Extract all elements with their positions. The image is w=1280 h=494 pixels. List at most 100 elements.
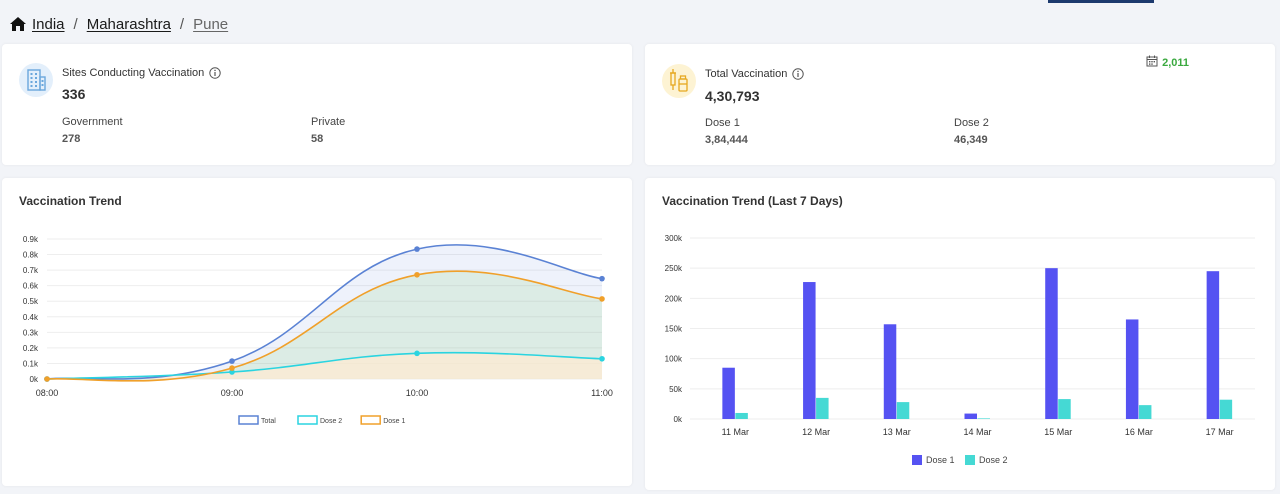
week-y-tick: 0k: [674, 415, 683, 424]
trend-legend-swatch[interactable]: [297, 415, 318, 425]
week-y-tick: 100k: [665, 355, 683, 364]
trend-line-dose-1: [46, 270, 603, 382]
today-count-value: 2,011: [1162, 56, 1189, 69]
week-bar-dose-1[interactable]: [1206, 271, 1220, 419]
breadcrumb-maharashtra[interactable]: Maharashtra: [86, 15, 171, 33]
vaccination-card: Total Vaccination 4,30,793 Dose 1 3,84,4…: [645, 44, 1275, 165]
week-y-tick: 150k: [665, 325, 683, 334]
sites-label: Sites Conducting Vaccination: [62, 67, 205, 79]
week-x-tick: 14 Mar: [963, 427, 991, 437]
dose1-value: 3,84,444: [705, 134, 748, 146]
trend-y-tick: 0.2k: [23, 344, 39, 353]
trend-point-total[interactable]: [599, 275, 605, 282]
dose2-label: Dose 2: [954, 117, 989, 129]
vaccination-trend-chart: 0k 0.1k 0.2k 0.3k 0.4k 0.5k 0.6k 0.7k 0.8k 0.9k 08…: [23, 235, 613, 425]
week-legend-label[interactable]: Dose 2: [979, 455, 1008, 465]
trend-area-dose-2: [47, 352, 602, 379]
total-vaccination-value: 4,30,793: [705, 88, 760, 104]
government-value: 278: [62, 133, 81, 145]
breadcrumb-separator: /: [179, 15, 185, 33]
week-y-tick: 300k: [665, 234, 683, 243]
trend-legend-label[interactable]: Dose 1: [383, 418, 405, 425]
week-x-tick: 13 Mar: [883, 427, 911, 437]
breadcrumb-pune[interactable]: Pune: [193, 15, 229, 33]
trend-point-dose-1[interactable]: [44, 376, 50, 382]
breadcrumb-separator: /: [73, 15, 78, 33]
trend-x-tick: 10:00: [406, 388, 429, 398]
vaccination-trend-card: Vaccination Trend 0k 0.1k 0.2k 0.3k 0.4k 0.5k…: [2, 178, 632, 486]
trend-point-dose-1[interactable]: [414, 271, 420, 278]
trend-line-dose-2: [46, 351, 603, 380]
sites-label-row: Sites Conducting Vaccination: [62, 67, 221, 79]
week-x-tick: 17 Mar: [1206, 427, 1234, 437]
info-icon[interactable]: [792, 68, 805, 80]
trend-point-dose-1[interactable]: [599, 296, 605, 302]
weekly-trend-title: Vaccination Trend (Last 7 Days): [662, 194, 843, 208]
week-bar-dose-1[interactable]: [1045, 268, 1058, 419]
breadcrumb-india[interactable]: India: [32, 15, 65, 33]
building-icon: [19, 63, 53, 97]
week-bar-dose-2[interactable]: [896, 402, 910, 419]
week-bar-dose-1[interactable]: [722, 367, 735, 419]
home-icon[interactable]: [9, 16, 27, 32]
private-value: 58: [311, 133, 324, 145]
trend-y-tick: 0.3k: [23, 328, 39, 337]
week-y-tick: 250k: [665, 264, 683, 273]
trend-legend-swatch[interactable]: [360, 415, 381, 425]
week-legend-swatch[interactable]: [912, 455, 922, 465]
weekly-trend-card: Vaccination Trend (Last 7 Days) 0k 50k 100…: [645, 178, 1275, 490]
trend-point-dose-2[interactable]: [599, 355, 605, 362]
week-bar-dose-2[interactable]: [1219, 399, 1233, 419]
week-bar-dose-2[interactable]: [1058, 399, 1071, 419]
week-bar-dose-2[interactable]: [735, 412, 748, 419]
trend-title: Vaccination Trend: [19, 194, 122, 208]
week-legend-swatch[interactable]: [965, 455, 975, 465]
trend-line-total: [46, 244, 603, 380]
trend-y-tick: 0.9k: [23, 235, 39, 244]
week-x-tick: 11 Mar: [722, 427, 749, 437]
week-bar-dose-2[interactable]: [816, 397, 829, 419]
week-bar-dose-2[interactable]: [1138, 405, 1152, 419]
info-icon[interactable]: [209, 67, 221, 79]
trend-legend-label[interactable]: Total: [261, 418, 276, 425]
government-label: Government: [62, 116, 123, 128]
trend-y-tick: 0k: [30, 375, 39, 384]
trend-y-tick: 0.5k: [23, 297, 39, 306]
today-count: 2,011: [1146, 55, 1189, 70]
dose2-value: 46,349: [954, 134, 988, 146]
trend-point-dose-2[interactable]: [229, 369, 235, 375]
calendar-icon: [1146, 55, 1158, 70]
week-x-tick: 15 Mar: [1044, 427, 1072, 437]
week-y-tick: 200k: [665, 294, 683, 303]
active-nav-indicator: [1048, 0, 1154, 3]
breadcrumb: India / Maharashtra / Pune: [9, 13, 228, 35]
week-legend-label[interactable]: Dose 1: [926, 455, 955, 465]
trend-x-tick: 11:00: [591, 388, 613, 398]
week-x-tick: 12 Mar: [802, 427, 830, 437]
trend-y-tick: 0.1k: [23, 359, 39, 368]
trend-y-tick: 0.8k: [23, 251, 39, 260]
week-bar-dose-1[interactable]: [803, 282, 816, 419]
private-label: Private: [311, 116, 346, 128]
trend-point-total[interactable]: [414, 246, 420, 252]
week-bar-dose-2[interactable]: [977, 418, 991, 419]
week-bar-dose-1[interactable]: [1125, 319, 1139, 419]
week-x-tick: 16 Mar: [1125, 427, 1153, 437]
trend-y-tick: 0.4k: [23, 313, 39, 322]
trend-x-tick: 09:00: [221, 388, 244, 398]
trend-y-tick: 0.6k: [23, 282, 39, 291]
trend-point-dose-2[interactable]: [414, 350, 420, 357]
weekly-trend-chart: 0k 50k 100k 150k 200k 250k 300k 11 Mar 12 Mar 13 …: [665, 234, 1255, 465]
trend-point-dose-1[interactable]: [229, 365, 235, 371]
week-bar-dose-1[interactable]: [964, 413, 978, 419]
sites-card: Sites Conducting Vaccination 336 Governm…: [2, 44, 632, 165]
total-vaccination-label: Total Vaccination: [705, 68, 788, 80]
total-vaccination-label-row: Total Vaccination: [705, 68, 805, 80]
vaccine-vial-icon: [662, 64, 696, 98]
trend-legend-label[interactable]: Dose 2: [320, 418, 342, 425]
dose1-label: Dose 1: [705, 117, 740, 129]
week-bar-dose-1[interactable]: [883, 324, 897, 419]
trend-legend-swatch[interactable]: [238, 415, 259, 425]
trend-area-total: [47, 244, 602, 379]
trend-point-total[interactable]: [229, 358, 235, 364]
